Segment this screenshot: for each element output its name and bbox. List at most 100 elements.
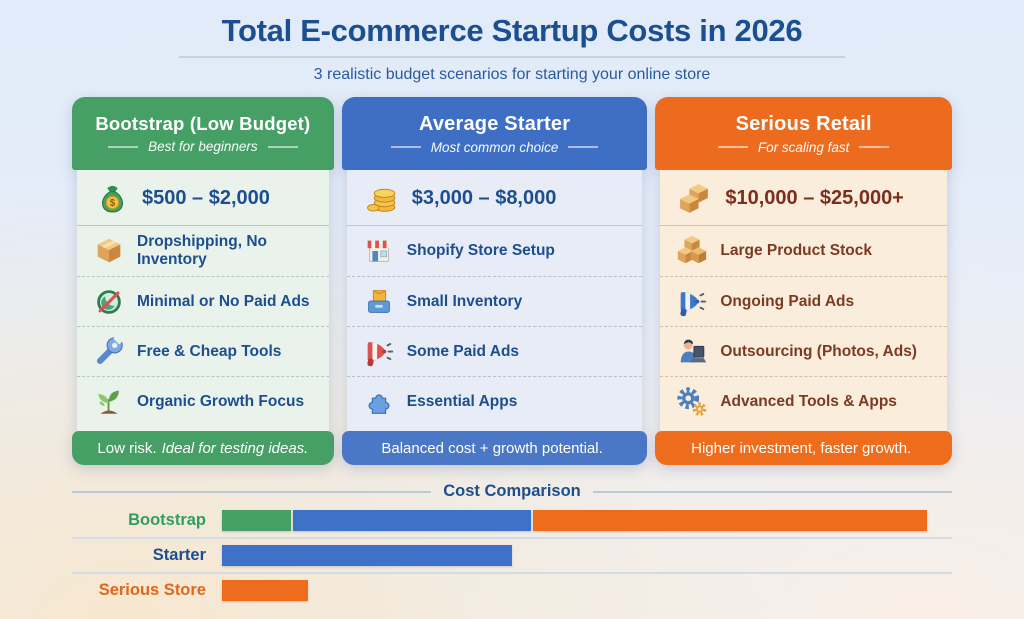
feature-item: Large Product Stock xyxy=(660,226,947,276)
card-average-starter: Average Starter Most common choice xyxy=(341,97,648,465)
card-body: $ $500 – $2,000 Dropshipping, No Invento… xyxy=(77,170,329,431)
price-range: $3,000 – $8,000 xyxy=(411,187,557,209)
page-subtitle: 3 realistic budget scenarios for startin… xyxy=(313,66,711,83)
card-tagline: For scaling fast xyxy=(717,139,890,155)
row-separator xyxy=(72,537,952,539)
card-title: Bootstrap (Low Budget) xyxy=(95,113,311,134)
card-body: $10,000 – $25,000+ Large Product xyxy=(660,170,947,431)
comparison-divider-right xyxy=(592,490,953,493)
money-bag-icon: $ xyxy=(101,185,124,213)
feature-item: Advanced Tools & Apps xyxy=(660,376,947,426)
card-title: Serious Retail xyxy=(735,112,872,135)
boxes-stack-icon xyxy=(678,235,707,264)
card-tagline-text: Most common choice xyxy=(430,139,559,155)
price-range: $500 – $2,000 xyxy=(142,187,270,209)
card-serious-retail: Serious Retail For scaling fast xyxy=(655,97,952,465)
price-row: $ $500 – $2,000 xyxy=(77,170,329,226)
package-icon xyxy=(97,238,121,263)
feature-label: Free & Cheap Tools xyxy=(137,342,282,360)
feature-item: Some Paid Ads xyxy=(346,326,643,376)
comparison-row-bootstrap: Bootstrap xyxy=(72,507,952,534)
inventory-box-icon xyxy=(367,289,390,313)
card-tagline: Most common choice xyxy=(390,139,599,155)
footer-text: Balanced cost + growth potential. xyxy=(381,439,603,457)
price-row: $10,000 – $25,000+ xyxy=(660,170,947,226)
bar-segment-orange xyxy=(222,580,308,601)
tagline-dash xyxy=(267,145,298,148)
row-label: Bootstrap xyxy=(128,511,206,529)
row-label: Starter xyxy=(152,546,206,564)
feature-item: Small Inventory xyxy=(346,276,643,326)
feature-label: Organic Growth Focus xyxy=(137,392,305,410)
card-footer: Higher investment, faster growth. xyxy=(655,431,952,465)
comparison-row-serious-store: Serious Store xyxy=(72,577,952,604)
puzzle-icon xyxy=(368,393,390,414)
card-bootstrap: Bootstrap (Low Budget) Best for beginner… xyxy=(72,97,334,465)
feature-label: Minimal or No Paid Ads xyxy=(137,292,310,310)
card-tagline-text: Best for beginners xyxy=(148,139,258,154)
tagline-dash xyxy=(859,146,890,148)
feature-label: Ongoing Paid Ads xyxy=(720,292,855,310)
cost-comparison-section: Cost Comparison Bootstrap Starter xyxy=(72,482,953,604)
feature-item: Organic Growth Focus xyxy=(77,376,329,426)
tagline-dash xyxy=(568,146,599,148)
megaphone-red-icon xyxy=(367,341,393,366)
feature-label: Outsourcing (Photos, Ads) xyxy=(720,342,917,360)
footer-text: Low risk. xyxy=(97,439,157,457)
comparison-title-row: Cost Comparison xyxy=(72,482,953,501)
wrench-icon xyxy=(96,334,125,364)
card-footer: Balanced cost + growth potential. xyxy=(341,431,648,465)
gears-icon xyxy=(677,386,707,416)
megaphone-blue-icon xyxy=(680,291,707,316)
person-laptop-icon xyxy=(681,339,707,362)
row-label: Serious Store xyxy=(98,581,206,599)
feature-item: Free & Cheap Tools xyxy=(77,326,329,376)
card-tagline-text: For scaling fast xyxy=(757,139,850,155)
footer-text: Higher investment, faster growth. xyxy=(691,439,912,457)
feature-item: Dropshipping, No Inventory xyxy=(77,226,329,276)
feature-label: Advanced Tools & Apps xyxy=(720,392,897,410)
row-separator xyxy=(72,572,952,574)
feature-item: Outsourcing (Photos, Ads) xyxy=(660,326,947,376)
bar-track xyxy=(222,545,952,566)
feature-label: Small Inventory xyxy=(406,292,523,310)
bar-track xyxy=(222,510,952,531)
feature-label: Shopify Store Setup xyxy=(406,242,555,259)
card-header: Serious Retail For scaling fast xyxy=(655,97,952,170)
bar-segment-blue xyxy=(293,510,531,531)
tagline-dash xyxy=(108,145,139,148)
bar-track xyxy=(222,580,952,601)
page-title: Total E-commerce Startup Costs in 2026 xyxy=(221,13,803,48)
price-range: $10,000 – $25,000+ xyxy=(725,187,904,209)
svg-text:$: $ xyxy=(110,198,116,209)
header: Total E-commerce Startup Costs in 2026 3… xyxy=(0,0,1024,84)
no-paid-ads-icon xyxy=(97,289,121,314)
comparison-row-starter: Starter xyxy=(72,542,952,569)
bar-segment-green xyxy=(222,510,291,531)
card-header: Average Starter Most common choice xyxy=(341,97,648,170)
feature-label: Essential Apps xyxy=(406,392,518,410)
seedling-icon xyxy=(98,390,119,414)
card-body: $3,000 – $8,000 Shopify Store Set xyxy=(346,170,643,431)
card-header: Bootstrap (Low Budget) Best for beginner… xyxy=(72,97,334,170)
feature-item: Essential Apps xyxy=(346,376,643,426)
feature-item: Shopify Store Setup xyxy=(347,226,643,276)
bar-segment-blue xyxy=(222,545,512,566)
tagline-dash xyxy=(717,146,748,148)
comparison-divider-left xyxy=(72,490,432,493)
comparison-rows: Bootstrap Starter Serious Store xyxy=(72,507,952,604)
tagline-dash xyxy=(390,146,421,148)
comparison-title: Cost Comparison xyxy=(443,482,581,500)
coins-stack-icon xyxy=(366,188,396,212)
price-row: $3,000 – $8,000 xyxy=(346,170,643,226)
card-tagline: Best for beginners xyxy=(108,139,298,154)
feature-label: Large Product Stock xyxy=(720,242,872,259)
title-divider xyxy=(179,56,845,58)
feature-label: Dropshipping, No Inventory xyxy=(137,233,268,268)
scenario-cards: Bootstrap (Low Budget) Best for beginner… xyxy=(72,97,952,465)
feature-label: Some Paid Ads xyxy=(406,342,520,360)
bar-segment-orange xyxy=(533,510,927,531)
storefront-icon xyxy=(367,240,391,262)
feature-item: Minimal or No Paid Ads xyxy=(77,276,329,326)
